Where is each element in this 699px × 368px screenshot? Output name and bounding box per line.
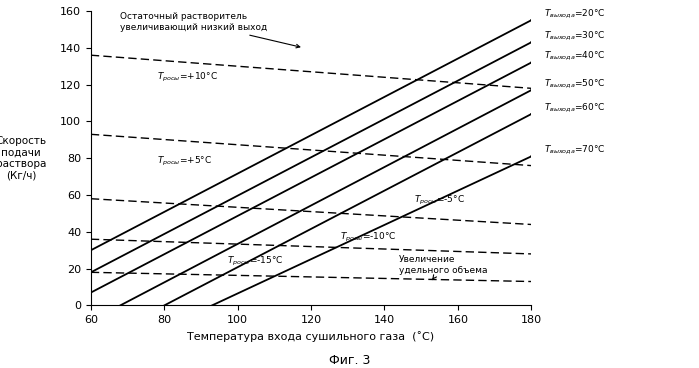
Text: $T_{выхода}$=30$°$C: $T_{выхода}$=30$°$C bbox=[544, 29, 605, 42]
Text: Фиг. 3: Фиг. 3 bbox=[329, 354, 370, 367]
Text: $T_{росы}$=-5°C: $T_{росы}$=-5°C bbox=[414, 194, 465, 207]
Text: $T_{росы}$=-10°C: $T_{росы}$=-10°C bbox=[340, 231, 397, 244]
Text: $T_{выхода}$=50$°$C: $T_{выхода}$=50$°$C bbox=[544, 77, 605, 90]
Text: $T_{выхода}$=20$°$C: $T_{выхода}$=20$°$C bbox=[544, 7, 605, 20]
Text: Остаточный растворитель
увеличивающий низкий выход: Остаточный растворитель увеличивающий ни… bbox=[120, 13, 300, 48]
Text: $T_{выхода}$=70$°$C: $T_{выхода}$=70$°$C bbox=[544, 144, 605, 156]
X-axis label: Температура входа сушильного газа  (˚C): Температура входа сушильного газа (˚C) bbox=[187, 331, 435, 342]
Text: $T_{росы}$=+5°C: $T_{росы}$=+5°C bbox=[157, 155, 212, 169]
Text: $T_{росы}$=-15°C: $T_{росы}$=-15°C bbox=[226, 255, 283, 268]
Text: $T_{выхода}$=40$°$C: $T_{выхода}$=40$°$C bbox=[544, 50, 605, 63]
Text: $T_{выхода}$=60$°$C: $T_{выхода}$=60$°$C bbox=[544, 101, 605, 114]
Text: $T_{росы}$=+10°C: $T_{росы}$=+10°C bbox=[157, 71, 218, 84]
Text: Увеличение
удельного объема: Увеличение удельного объема bbox=[399, 255, 488, 280]
Y-axis label: Скорость
подачи
раствора
(Кг/ч): Скорость подачи раствора (Кг/ч) bbox=[0, 136, 47, 181]
